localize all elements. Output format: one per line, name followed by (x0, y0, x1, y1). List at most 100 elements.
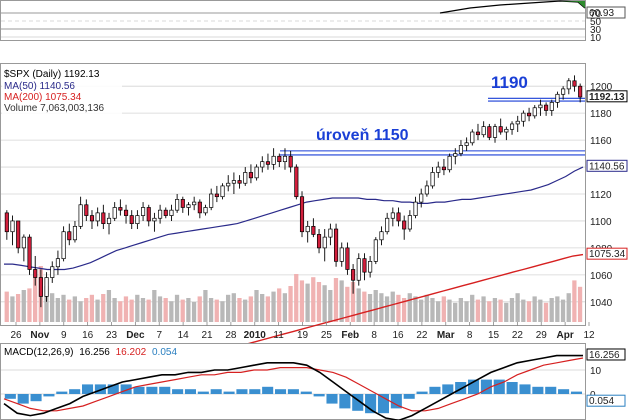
candle-body (106, 217, 112, 224)
volume-bar (78, 301, 83, 322)
volume-bar (362, 291, 367, 322)
macd-hist-bar (133, 386, 145, 394)
volume-bar (225, 294, 231, 322)
candle-body (203, 207, 208, 214)
candle-body (118, 207, 123, 211)
ma200-tag-bg (586, 247, 628, 260)
legend-symbol: $SPX (Daily) 1192.13 (4, 69, 100, 80)
volume-bar (288, 286, 293, 322)
price-tick-label: 1180 (590, 109, 612, 120)
candle-body (175, 199, 180, 211)
candle-body (16, 220, 21, 249)
candle-body (436, 166, 441, 173)
ma50-tag-bg (586, 159, 628, 172)
volume-bar (191, 302, 197, 322)
macd-hist-bar (146, 386, 158, 394)
volume-bar (543, 302, 549, 322)
volume-bar (339, 280, 344, 322)
candle-body (248, 172, 253, 179)
volume-bar (572, 280, 577, 322)
candle-body (447, 155, 452, 171)
candle-body (424, 185, 429, 195)
volume-bar (157, 296, 163, 322)
volume-bar (436, 301, 441, 322)
macd-hist-bar (506, 382, 518, 394)
macd-hist-bar (416, 391, 428, 394)
candle-body (231, 180, 236, 184)
macd-legend-value: 16.256 (79, 347, 110, 358)
macd-hist-bar (442, 384, 454, 394)
macd-hist-bar (339, 394, 351, 409)
volume-bar (356, 288, 361, 322)
price-legend: $SPX (Daily) 1192.13 MA(50) 1140.56 MA(2… (2, 66, 122, 114)
candle-body (504, 128, 509, 133)
candle-body (368, 261, 373, 273)
candle-body (282, 155, 288, 163)
volume-bar (367, 294, 373, 322)
macd-hist-bar (390, 394, 402, 409)
macd-hist-bar (313, 394, 325, 397)
candle-body (260, 161, 265, 168)
price-tick-label: 1060 (590, 271, 613, 282)
candle-body (67, 231, 72, 241)
macd-hist-bar (532, 386, 544, 394)
volume-bar (424, 294, 429, 322)
candle-body (180, 199, 185, 208)
rsi-tick-label: 30 (590, 25, 602, 36)
date-tick-label: 11 (273, 330, 284, 341)
support-resistance-levels (280, 97, 585, 156)
volume-bar (418, 299, 424, 322)
candle-body (419, 193, 424, 203)
candle-body (498, 126, 503, 133)
volume-bar (328, 290, 333, 322)
macd-hist-bar (365, 394, 377, 414)
volume-bar (458, 298, 463, 322)
macd-hist-bar (197, 391, 209, 394)
volume-bar (305, 283, 310, 322)
volume-bar (260, 294, 265, 322)
candle-body (101, 212, 106, 224)
candle-body (271, 155, 276, 165)
candle-body (38, 277, 43, 297)
macd-hist-bar (210, 389, 222, 394)
candle-body (209, 193, 214, 208)
price-panel: 104010601080110011201140116011801200 $SP… (0, 63, 628, 411)
rsi-value-label: 60.93 (589, 8, 614, 19)
volume-bar (549, 298, 554, 322)
volume-bar (95, 299, 100, 322)
candle-body (95, 212, 100, 222)
candle-body (305, 225, 310, 233)
volume-bar (169, 301, 174, 322)
macd-hist-bar (236, 389, 248, 394)
macd-legend: MACD(12,26,9) 16.256 16.202 0.054 (4, 347, 177, 358)
volume-bar (407, 293, 412, 322)
candle-body (509, 123, 515, 130)
candle-body (407, 215, 412, 230)
candle-body (288, 155, 293, 168)
volume-bar (106, 290, 112, 322)
candle-body (254, 166, 259, 179)
candle-body (44, 277, 49, 297)
volume-bar (140, 298, 146, 322)
macd-hist-bar (4, 394, 16, 399)
volume-bar (560, 299, 566, 322)
volume-bar (32, 277, 38, 322)
date-tick-label: 8 (371, 330, 377, 341)
date-axis: 26 Nov 9 16 23 Dec 7 14 21 28 2010 11 19 25 Feb 8 16 22 Ma… (10, 322, 595, 341)
date-tick-label: 16 (392, 330, 404, 341)
volume-bar (390, 291, 395, 322)
candle-body (197, 201, 202, 214)
volume-bar (333, 278, 339, 322)
price-candles (4, 75, 583, 308)
candle-body (186, 204, 191, 208)
volume-bar (203, 290, 208, 322)
candle-body (4, 212, 9, 233)
date-tick-label: Nov (30, 330, 49, 341)
macd-hist-bar (519, 384, 531, 394)
volume-bar (254, 290, 259, 322)
level-1190-label: 1190 (491, 73, 528, 92)
volume-bar (515, 293, 520, 322)
legend-ma50: MA(50) 1140.56 (4, 81, 75, 92)
